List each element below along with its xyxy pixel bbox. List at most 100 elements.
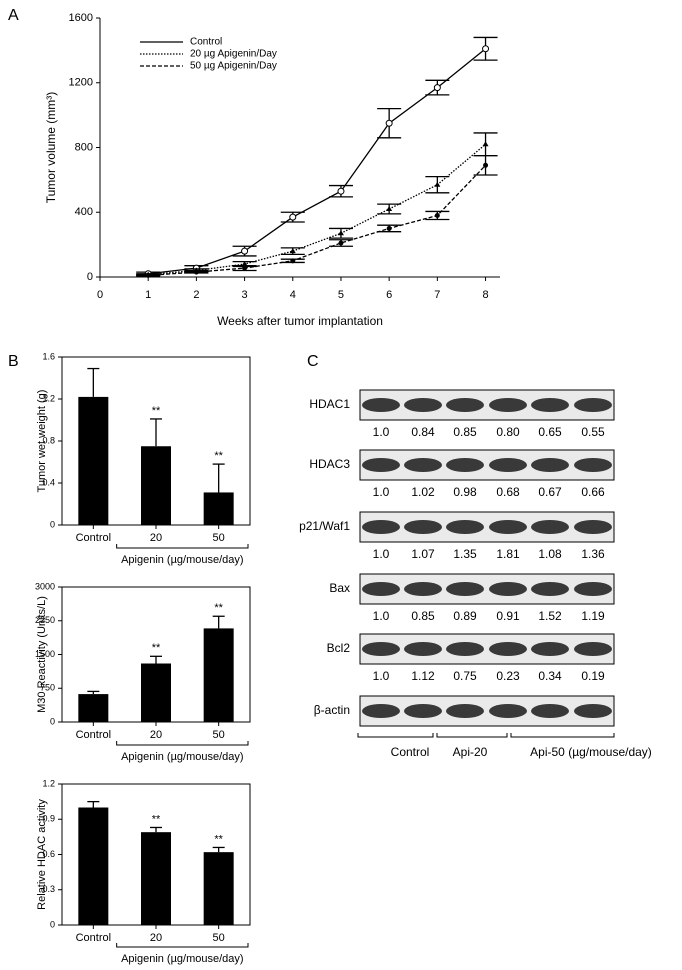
group-bracket bbox=[436, 733, 508, 738]
blot-strip bbox=[359, 633, 615, 665]
x-tick-label: 20 bbox=[150, 932, 162, 944]
group-label: Api-50 (µg/mouse/day) bbox=[530, 745, 652, 759]
bar bbox=[141, 832, 171, 925]
marker bbox=[482, 45, 490, 53]
blot-band bbox=[531, 704, 569, 718]
band-ratio: 0.85 bbox=[411, 609, 435, 623]
group-label: Apigenin (µg/mouse/day) bbox=[121, 554, 244, 566]
band-ratio: 0.67 bbox=[538, 485, 562, 499]
y-tick-label: 1200 bbox=[69, 77, 93, 89]
x-tick-label: 8 bbox=[482, 289, 488, 301]
band-ratio: 0.66 bbox=[581, 485, 605, 499]
group-bracket bbox=[116, 544, 249, 549]
band-ratio: 1.07 bbox=[411, 547, 435, 561]
y-tick-label: 1600 bbox=[69, 12, 93, 24]
blot-strip bbox=[359, 449, 615, 481]
blot-band bbox=[446, 704, 484, 718]
y-tick-label: 0 bbox=[50, 519, 55, 529]
row-label: p21/Waf1 bbox=[299, 519, 350, 533]
blot-band bbox=[489, 642, 527, 656]
blot-band bbox=[574, 704, 612, 718]
panel-label: B bbox=[8, 353, 19, 370]
marker bbox=[386, 206, 393, 212]
blot-band bbox=[446, 398, 484, 412]
y-tick-label: 2250 bbox=[35, 615, 55, 625]
legend-label: 20 µg Apigenin/Day bbox=[190, 49, 277, 60]
x-tick-label: 3 bbox=[242, 289, 248, 301]
y-tick-label: 0.8 bbox=[42, 435, 55, 445]
blot-band bbox=[362, 582, 400, 596]
group-label: Apigenin (µg/mouse/day) bbox=[121, 751, 244, 763]
band-ratio: 1.36 bbox=[581, 547, 605, 561]
marker bbox=[433, 84, 441, 92]
x-tick-label: 1 bbox=[145, 289, 151, 301]
series-line bbox=[148, 143, 486, 276]
group-label: Apigenin (µg/mouse/day) bbox=[121, 953, 244, 965]
group-bracket bbox=[357, 733, 434, 738]
group-bracket bbox=[116, 741, 249, 746]
marker bbox=[338, 240, 344, 246]
bar bbox=[203, 628, 234, 722]
marker bbox=[385, 119, 393, 127]
bar bbox=[78, 396, 109, 525]
band-ratio: 1.19 bbox=[581, 609, 605, 623]
x-tick-label: 20 bbox=[150, 729, 162, 741]
x-tick-label: 20 bbox=[150, 532, 162, 544]
blot-band bbox=[404, 582, 442, 596]
y-axis-label: M30 Reactivity (Units/L) bbox=[36, 596, 48, 713]
band-ratio: 0.68 bbox=[496, 485, 520, 499]
y-tick-label: 1500 bbox=[35, 649, 55, 659]
band-ratio: 0.98 bbox=[453, 485, 477, 499]
band-ratio: 1.0 bbox=[373, 669, 390, 683]
y-tick-label: 0.9 bbox=[42, 814, 55, 824]
blot-band bbox=[574, 520, 612, 534]
band-ratio: 1.08 bbox=[538, 547, 562, 561]
bar bbox=[78, 807, 109, 925]
marker bbox=[241, 261, 248, 267]
x-tick-label: Control bbox=[76, 729, 111, 741]
y-tick-label: 400 bbox=[75, 206, 93, 218]
bar bbox=[78, 694, 109, 722]
significance: ** bbox=[214, 833, 223, 845]
significance: ** bbox=[152, 642, 161, 654]
band-ratio: 0.84 bbox=[411, 425, 435, 439]
marker bbox=[290, 258, 296, 264]
blot-band bbox=[574, 398, 612, 412]
y-axis-label: Tumor wet weight (g) bbox=[36, 390, 48, 493]
bar bbox=[141, 663, 171, 722]
blot-band bbox=[446, 582, 484, 596]
x-tick-label: Control bbox=[76, 932, 111, 944]
row-label: HDAC3 bbox=[309, 457, 350, 471]
y-tick-label: 1.2 bbox=[42, 393, 55, 403]
blot-band bbox=[404, 398, 442, 412]
blot-strip bbox=[359, 511, 615, 543]
group-bracket bbox=[510, 733, 615, 738]
x-tick-label: 5 bbox=[338, 289, 344, 301]
band-ratio: 0.80 bbox=[496, 425, 520, 439]
blot-band bbox=[489, 520, 527, 534]
x-tick-label: 7 bbox=[434, 289, 440, 301]
blot-band bbox=[362, 520, 400, 534]
marker bbox=[289, 213, 297, 221]
panel-label: A bbox=[8, 7, 19, 24]
y-tick-label: 0.6 bbox=[42, 849, 55, 859]
group-label: Api-20 bbox=[453, 745, 488, 759]
blot-band bbox=[404, 642, 442, 656]
group-label: Control bbox=[391, 745, 430, 759]
blot-band bbox=[574, 458, 612, 472]
band-ratio: 0.65 bbox=[538, 425, 562, 439]
blot-band bbox=[404, 704, 442, 718]
blot-band bbox=[489, 398, 527, 412]
significance: ** bbox=[214, 450, 223, 462]
x-tick-label: Control bbox=[76, 532, 111, 544]
band-ratio: 0.23 bbox=[496, 669, 520, 683]
significance: ** bbox=[152, 813, 161, 825]
blot-band bbox=[404, 520, 442, 534]
significance: ** bbox=[152, 405, 161, 417]
band-ratio: 0.85 bbox=[453, 425, 477, 439]
blot-strip bbox=[359, 695, 615, 727]
row-label: Bax bbox=[329, 581, 350, 595]
bar bbox=[203, 852, 234, 925]
legend-label: Control bbox=[190, 37, 222, 48]
band-ratio: 1.0 bbox=[373, 547, 390, 561]
